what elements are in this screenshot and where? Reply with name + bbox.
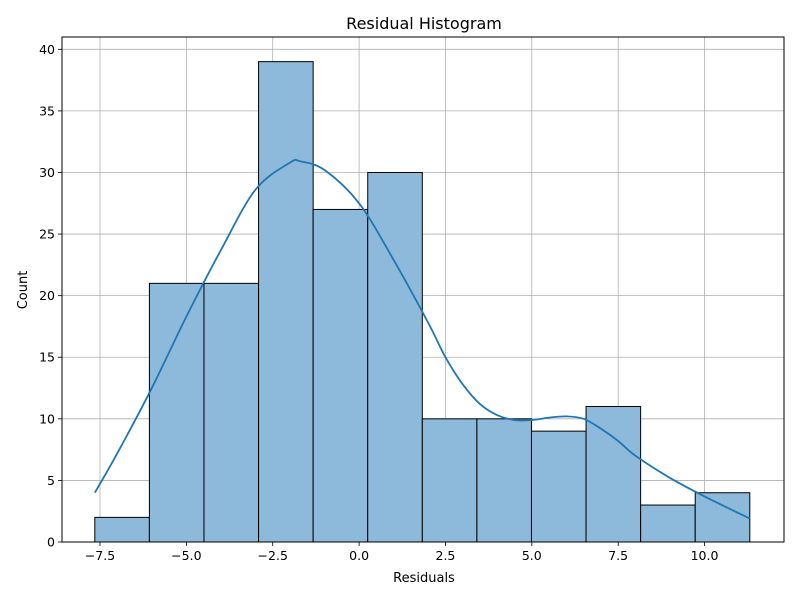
y-tick-label: 30 <box>39 165 55 180</box>
y-tick-label: 40 <box>39 42 55 57</box>
x-axis-ticks: −7.5 −5.0 −2.5 0.0 2.5 5.0 7.5 10.0 <box>85 542 719 563</box>
y-tick-label: 20 <box>39 288 55 303</box>
x-axis-label: Residuals <box>393 571 455 586</box>
y-tick-label: 10 <box>39 411 55 426</box>
histogram-bar <box>367 171 423 543</box>
histogram-bar <box>694 492 751 543</box>
x-tick-label: −5.0 <box>171 548 201 563</box>
histogram-bar <box>258 61 314 543</box>
histogram-bar <box>312 208 369 543</box>
chart-title: Residual Histogram <box>346 14 502 33</box>
x-tick-label: 7.5 <box>608 548 628 563</box>
histogram-bar <box>476 418 532 543</box>
kde-curve <box>94 158 751 520</box>
x-tick-label: 5.0 <box>522 548 542 563</box>
plot-frame <box>61 36 785 543</box>
y-axis-ticks: 0 5 10 15 20 25 30 35 40 <box>39 42 62 550</box>
y-tick-label: 35 <box>39 103 55 118</box>
histogram-bar <box>640 504 696 543</box>
histogram-bar <box>203 282 260 543</box>
kde-line <box>94 158 751 520</box>
histogram-bar <box>148 282 205 543</box>
histogram-bar <box>530 430 587 543</box>
histogram-bar <box>94 516 150 543</box>
y-axis-label: Count <box>16 271 31 310</box>
histogram-bar <box>585 406 642 543</box>
x-tick-label: 2.5 <box>436 548 456 563</box>
y-tick-label: 0 <box>47 535 55 550</box>
y-tick-label: 25 <box>39 227 55 242</box>
y-tick-label: 15 <box>39 350 55 365</box>
x-tick-label: −7.5 <box>85 548 115 563</box>
histogram-bars <box>94 61 751 543</box>
x-tick-label: 0.0 <box>349 548 369 563</box>
x-tick-label: 10.0 <box>691 548 719 563</box>
x-tick-label: −2.5 <box>258 548 288 563</box>
histogram-bar <box>421 418 478 543</box>
y-tick-label: 5 <box>47 473 55 488</box>
